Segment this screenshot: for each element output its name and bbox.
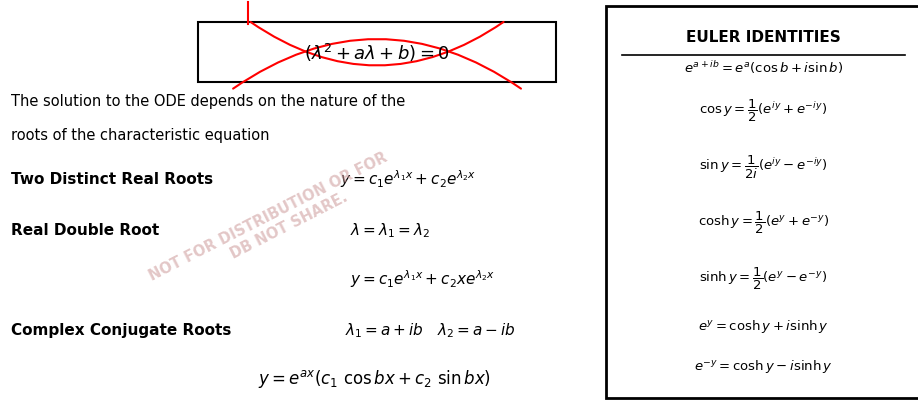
Text: $\cosh y = \dfrac{1}{2}(e^{y} + e^{-y})$: $\cosh y = \dfrac{1}{2}(e^{y} + e^{-y})$ — [698, 209, 829, 235]
Text: $\cos y = \dfrac{1}{2}(e^{iy} + e^{-iy})$: $\cos y = \dfrac{1}{2}(e^{iy} + e^{-iy})… — [699, 98, 827, 124]
Text: EULER IDENTITIES: EULER IDENTITIES — [686, 30, 841, 45]
Text: $y = c_1e^{\lambda_1 x}+ c_2e^{\lambda_2 x}$: $y = c_1e^{\lambda_1 x}+ c_2e^{\lambda_2… — [340, 168, 477, 189]
Text: $\sinh y = \dfrac{1}{2}(e^{y} - e^{-y})$: $\sinh y = \dfrac{1}{2}(e^{y} - e^{-y})$ — [699, 265, 827, 291]
Text: NOT FOR DISTRIBUTION OR FOR
      DB NOT SHARE.: NOT FOR DISTRIBUTION OR FOR DB NOT SHARE… — [146, 150, 397, 299]
Text: Complex Conjugate Roots: Complex Conjugate Roots — [10, 322, 231, 337]
Text: $\lambda = \lambda_1 = \lambda_2$: $\lambda = \lambda_1 = \lambda_2$ — [349, 221, 430, 240]
Text: $y = c_1e^{\lambda_1 x}+ c_2xe^{\lambda_2 x}$: $y = c_1e^{\lambda_1 x}+ c_2xe^{\lambda_… — [349, 267, 494, 289]
Text: The solution to the ODE depends on the nature of the: The solution to the ODE depends on the n… — [10, 93, 404, 108]
FancyBboxPatch shape — [607, 7, 919, 398]
Text: $\sin y = \dfrac{1}{2i}(e^{iy} - e^{-iy})$: $\sin y = \dfrac{1}{2i}(e^{iy} - e^{-iy}… — [699, 153, 827, 180]
Text: Two Distinct Real Roots: Two Distinct Real Roots — [10, 171, 212, 186]
Text: $e^{-y} = \cosh y - i \sinh y$: $e^{-y} = \cosh y - i \sinh y$ — [694, 357, 833, 374]
Text: Real Double Root: Real Double Root — [10, 223, 159, 238]
FancyBboxPatch shape — [199, 23, 556, 83]
Text: $\lambda_1 = a + ib \quad \lambda_2 = a - ib$: $\lambda_1 = a + ib \quad \lambda_2 = a … — [345, 320, 516, 339]
Text: roots of the characteristic equation: roots of the characteristic equation — [10, 127, 269, 142]
Text: $e^{a+ib}  = e^{a}(\cos b + i \sin b)$: $e^{a+ib} = e^{a}(\cos b + i \sin b)$ — [684, 59, 843, 75]
Text: $\mathbf{\mathit{y = e^{ax}(c_1\ \cos bx + c_2\ \sin bx)}}$: $\mathbf{\mathit{y = e^{ax}(c_1\ \cos bx… — [258, 367, 491, 389]
Text: $e^{y} = \cosh y + i \sinh y$: $e^{y} = \cosh y + i \sinh y$ — [698, 318, 829, 334]
Text: $(\lambda^2+a\lambda + b) = 0$: $(\lambda^2+a\lambda + b) = 0$ — [304, 42, 450, 64]
